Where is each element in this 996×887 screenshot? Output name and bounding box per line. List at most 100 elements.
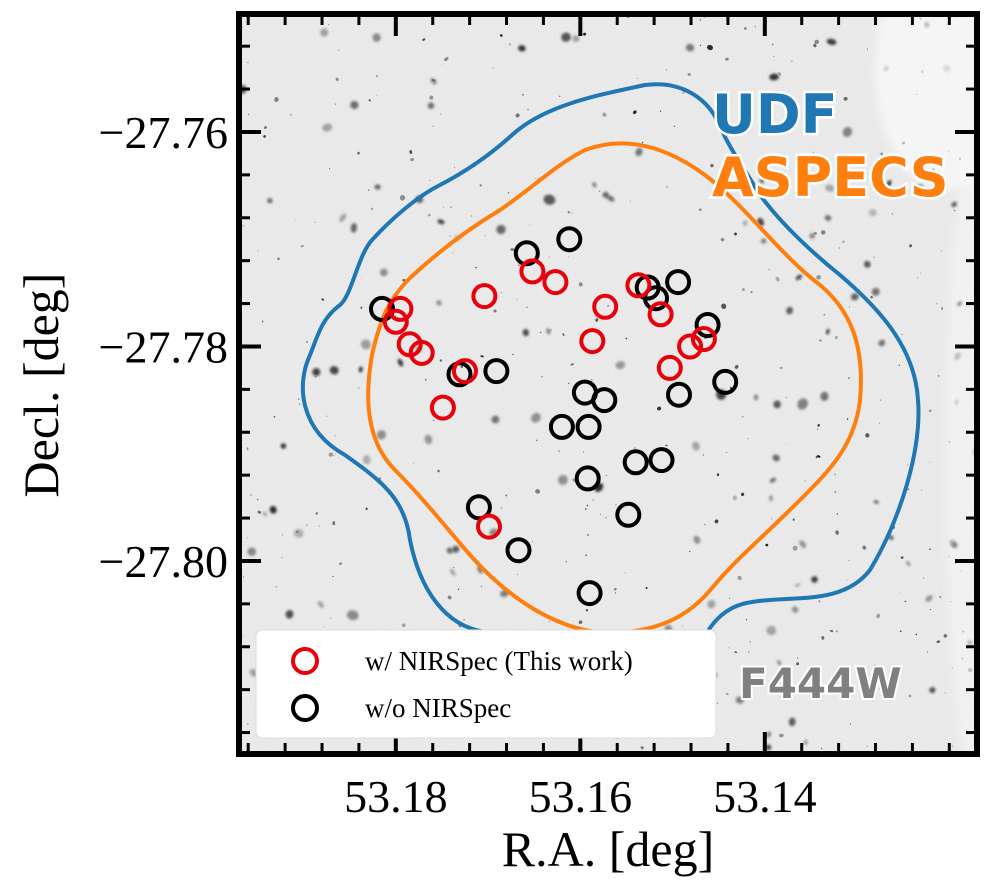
background-source [742,220,748,227]
background-source [742,416,744,418]
background-source [368,99,371,102]
background-source [929,461,931,463]
background-source [773,55,775,57]
background-source [710,163,714,168]
marker-nirspec [429,394,456,421]
background-source [277,257,280,261]
background-source [380,268,388,277]
background-source [866,48,868,50]
background-source [447,595,452,600]
background-source [295,218,297,221]
background-source [785,397,787,398]
background-source [728,647,730,649]
plot-frame [236,11,980,757]
background-source [322,123,333,132]
background-source [321,298,325,301]
background-source [818,599,821,603]
background-source [898,364,900,366]
background-source [592,499,594,502]
background-source [401,623,406,628]
background-source [453,566,455,569]
background-source [550,329,552,331]
background-source [796,662,800,666]
background-source [606,195,615,202]
background-source [358,387,360,389]
background-source [791,606,799,613]
background-source [823,313,826,316]
background-source [687,73,691,76]
background-source [941,307,944,310]
background-source [940,250,943,252]
legend-marker-no-nirspec [291,694,319,722]
background-source [281,534,283,536]
background-source [820,391,829,402]
background-source [826,328,830,335]
background-source [681,625,684,627]
background-source [450,206,452,208]
background-source [777,659,782,666]
background-source [565,560,568,563]
background-source [491,415,500,424]
background-source [794,583,801,588]
background-source [634,447,636,449]
background-source [312,368,321,377]
background-source [578,282,583,287]
background-source [374,184,381,190]
background-source [759,176,765,184]
background-source [734,651,738,654]
background-source [873,500,879,504]
background-source [334,434,336,437]
background-source [314,221,316,223]
background-source [429,179,431,181]
background-source [397,358,404,367]
background-source [484,235,486,237]
background-source [614,592,617,594]
background-source [930,609,932,611]
y-tick-label: −27.80 [99,536,228,587]
background-source [796,657,799,659]
background-source [951,201,958,208]
marker-no-nirspec [574,465,601,492]
background-source [510,248,516,252]
edge-glow [875,14,977,190]
background-source [834,335,838,340]
marker-nirspec [625,272,652,299]
background-source [907,488,910,491]
background-source [535,178,537,180]
background-source [804,480,807,482]
marker-no-nirspec [694,312,721,338]
background-source [527,108,529,111]
background-source [300,245,304,248]
background-source [813,43,817,48]
background-source [878,422,880,424]
background-source [843,96,848,101]
legend-box [255,629,717,739]
background-source [275,586,278,588]
background-source [522,93,524,96]
background-source [508,43,512,46]
background-source [926,651,929,653]
background-source [813,232,817,235]
background-source [725,692,729,696]
background-source [246,537,248,539]
background-source [326,415,328,417]
background-source [929,548,931,551]
background-source [543,194,556,205]
background-source [263,125,267,130]
background-source [567,210,571,214]
background-source [548,256,550,258]
background-source [347,610,359,621]
background-source [786,306,794,315]
background-source [446,547,453,554]
background-source [358,366,363,373]
background-source [249,494,252,496]
background-source [698,208,702,212]
background-source [773,400,781,409]
background-source [350,222,357,233]
background-source [665,69,668,71]
background-source [748,651,750,653]
background-source [511,353,515,356]
background-source [360,306,363,309]
background-source [849,723,851,725]
background-source [673,125,676,127]
